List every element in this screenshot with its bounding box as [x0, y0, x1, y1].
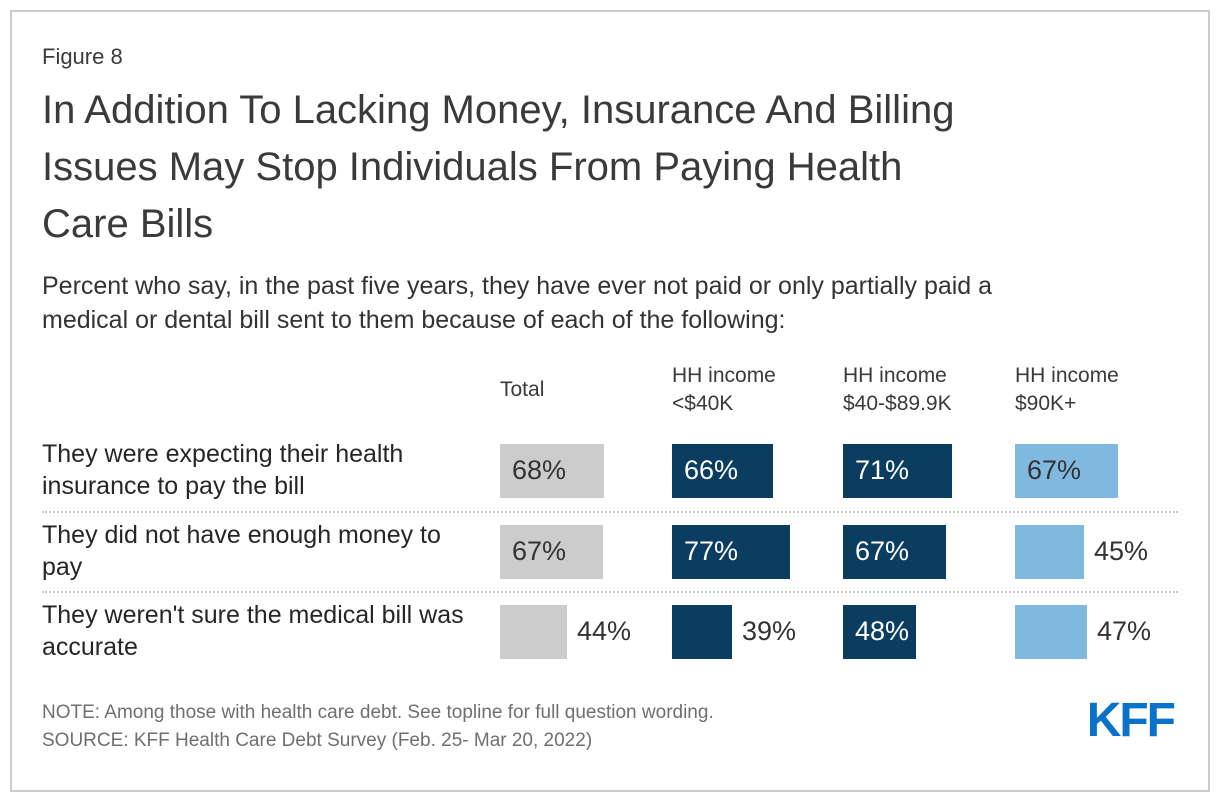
- kff-logo: KFF: [1086, 693, 1176, 747]
- figure-footer: NOTE: Among those with health care debt.…: [42, 693, 1178, 756]
- column-header-income-40-89k: HH income $40-$89.9K: [843, 363, 952, 415]
- note-text: NOTE: Among those with health care debt.…: [42, 701, 714, 723]
- bar-cell: 39%: [672, 604, 843, 659]
- source-text: SOURCE: KFF Health Care Debt Survey (Feb…: [42, 730, 593, 752]
- figure-card: Figure 8 In Addition To Lacking Money, I…: [10, 10, 1210, 792]
- bar-value-label: 45%: [1094, 536, 1149, 567]
- column-header-total: Total: [500, 377, 545, 401]
- value-bar: [1015, 604, 1087, 659]
- chart-title: In Addition To Lacking Money, Insurance …: [42, 82, 1178, 252]
- bar-value-label: 71%: [855, 455, 910, 486]
- bar-value-label: 67%: [512, 536, 567, 567]
- chart-row: They weren't sure the medical bill was ac…: [42, 590, 1178, 671]
- value-bar: [500, 604, 567, 659]
- value-bar: 77%: [672, 524, 790, 579]
- bar-cell: 48%: [843, 604, 1015, 659]
- bar-value-label: 67%: [855, 536, 910, 567]
- chart-subtitle: Percent who say, in the past five years,…: [42, 270, 1178, 337]
- chart-rows: They were expecting their health insuranc…: [42, 431, 1178, 671]
- chart-row: They did not have enough money to pay 67% 7…: [42, 510, 1178, 591]
- chart-row: They were expecting their health insuranc…: [42, 431, 1178, 511]
- value-bar: 67%: [1015, 443, 1118, 498]
- value-bar: 66%: [672, 443, 773, 498]
- row-category-label: They weren't sure the medical bill was ac…: [42, 601, 464, 661]
- value-bar: [1015, 524, 1084, 579]
- value-bar: [672, 604, 732, 659]
- chart-subtitle-line: Percent who say, in the past five years,…: [42, 272, 993, 301]
- bar-cell: 44%: [500, 604, 672, 659]
- bar-cell: 67%: [500, 524, 672, 579]
- chart-subtitle-line: medical or dental bill sent to them beca…: [42, 305, 786, 334]
- bar-cell: 68%: [500, 443, 672, 498]
- value-bar: 68%: [500, 443, 604, 498]
- bar-cell: 67%: [843, 524, 1015, 579]
- figure-label: Figure 8: [42, 44, 123, 69]
- chart-title-line: Issues May Stop Individuals From Paying …: [42, 144, 903, 189]
- chart-title-line: Care Bills: [42, 201, 214, 246]
- column-header-income-under-40k: HH income <$40K: [672, 363, 776, 415]
- column-headers-row: Total HH income <$40K HH income $40-$89.…: [42, 361, 1178, 419]
- bar-value-label: 47%: [1097, 616, 1152, 647]
- bar-value-label: 39%: [742, 616, 797, 647]
- bar-chart: Total HH income <$40K HH income $40-$89.…: [42, 361, 1178, 671]
- bar-cell: 67%: [1015, 443, 1178, 498]
- bar-cell: 45%: [1015, 524, 1178, 579]
- bar-cell: 47%: [1015, 604, 1178, 659]
- chart-title-line: In Addition To Lacking Money, Insurance …: [42, 88, 955, 132]
- value-bar: 67%: [843, 524, 946, 579]
- row-category-label: They were expecting their health insuranc…: [42, 440, 404, 500]
- bar-value-label: 68%: [512, 455, 567, 486]
- column-header-income-90k-plus: HH income $90K+: [1015, 363, 1119, 415]
- footer-notes: NOTE: Among those with health care debt.…: [42, 699, 714, 756]
- bar-value-label: 48%: [855, 616, 910, 647]
- row-category-label: They did not have enough money to pay: [42, 521, 441, 581]
- bar-value-label: 77%: [684, 536, 739, 567]
- bar-value-label: 44%: [577, 616, 632, 647]
- value-bar: 48%: [843, 604, 916, 659]
- bar-cell: 66%: [672, 443, 843, 498]
- value-bar: 71%: [843, 443, 952, 498]
- bar-value-label: 67%: [1027, 455, 1082, 486]
- bar-value-label: 66%: [684, 455, 739, 486]
- value-bar: 67%: [500, 524, 603, 579]
- bar-cell: 77%: [672, 524, 843, 579]
- bar-cell: 71%: [843, 443, 1015, 498]
